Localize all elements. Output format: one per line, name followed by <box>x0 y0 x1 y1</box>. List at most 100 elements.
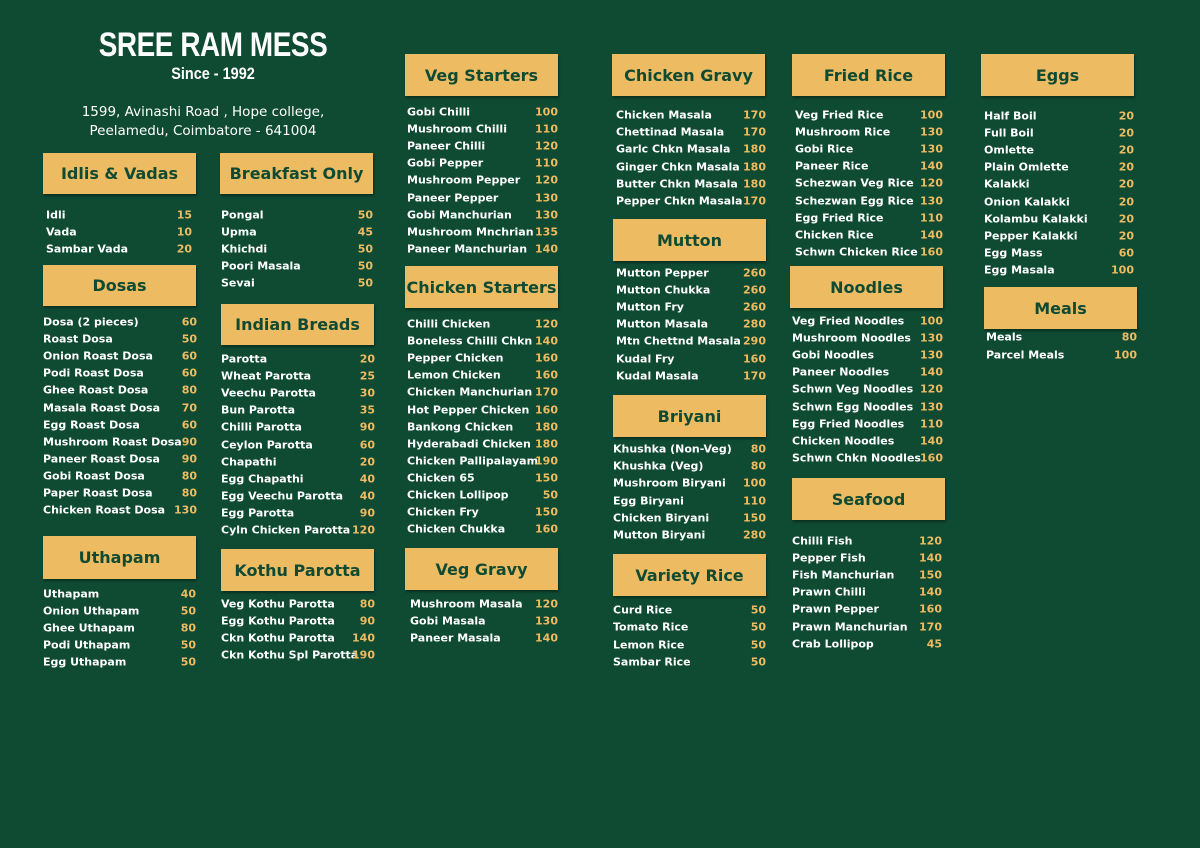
item-price: 280 <box>743 317 766 331</box>
item-price: 140 <box>352 631 375 645</box>
item-name: Khushka (Veg) <box>613 459 704 473</box>
item-price: 100 <box>743 476 766 490</box>
section-header: Dosas <box>43 265 196 306</box>
item-price: 140 <box>919 585 942 599</box>
item-name: Bun Parotta <box>221 403 295 417</box>
item-name: Ceylon Parotta <box>221 438 313 451</box>
item-price: 150 <box>535 505 558 519</box>
item-price: 110 <box>920 417 943 431</box>
item-price: 120 <box>352 523 375 537</box>
item-name: Poori Masala <box>221 259 301 273</box>
item-name: Paneer Chilli <box>407 139 486 153</box>
item-price: 150 <box>535 471 558 485</box>
item-name: Pongal <box>221 208 264 222</box>
section-header: Chicken Gravy <box>612 54 765 96</box>
item-name: Kolambu Kalakki <box>984 212 1088 226</box>
item-price: 190 <box>352 648 375 662</box>
item-name: Podi Uthapam <box>43 638 131 652</box>
item-name: Chicken Biryani <box>613 511 710 525</box>
item-price: 180 <box>743 160 766 174</box>
item-price: 120 <box>920 176 943 190</box>
section-header: Eggs <box>981 54 1134 96</box>
item-price: 120 <box>535 597 558 611</box>
item-price: 10 <box>176 225 192 239</box>
item-name: Chicken Pallipalayam <box>407 454 539 468</box>
item-name: Paneer Rice <box>795 159 869 173</box>
item-price: 50 <box>357 259 373 273</box>
item-name: Fish Manchurian <box>792 568 895 582</box>
item-name: Curd Rice <box>613 603 673 617</box>
restaurant-name: SREE RAM MESS <box>98 26 328 64</box>
item-name: Gobi Noodles <box>792 348 875 362</box>
item-price: 50 <box>180 604 196 618</box>
item-name: Vada <box>46 225 77 239</box>
item-price: 50 <box>750 620 766 634</box>
section-header: Mutton <box>613 219 766 261</box>
item-price: 50 <box>180 655 196 669</box>
item-name: Schezwan Veg Rice <box>795 176 914 190</box>
item-price: 50 <box>750 638 766 652</box>
item-price: 290 <box>743 334 766 348</box>
item-name: Chapathi <box>221 455 277 469</box>
item-price: 20 <box>1118 229 1134 243</box>
item-name: Paneer Roast Dosa <box>43 452 160 466</box>
item-name: Veg Fried Rice <box>795 108 884 122</box>
item-price: 50 <box>542 488 558 502</box>
item-price: 80 <box>181 469 197 483</box>
item-price: 170 <box>743 369 766 383</box>
item-name: Mutton Chukka <box>616 283 711 297</box>
item-price: 160 <box>535 351 558 365</box>
item-price: 90 <box>181 435 197 449</box>
item-name: Lemon Rice <box>613 638 685 652</box>
item-price: 135 <box>535 225 558 239</box>
item-name: Schwn Chkn Noodles <box>792 451 921 465</box>
section-header: Veg Gravy <box>405 548 558 590</box>
item-price: 50 <box>750 655 766 669</box>
item-price: 160 <box>920 245 943 259</box>
item-name: Schwn Chicken Rice <box>795 245 918 259</box>
item-name: Paneer Manchurian <box>407 242 528 256</box>
item-name: Chicken Fry <box>407 505 479 519</box>
item-name: Upma <box>221 225 257 239</box>
item-price: 60 <box>181 366 197 380</box>
item-price: 160 <box>919 602 942 616</box>
item-name: Pepper Chicken <box>407 351 504 365</box>
item-price: 110 <box>920 211 943 225</box>
item-price: 140 <box>535 631 558 645</box>
item-price: 100 <box>1114 348 1137 361</box>
item-price: 150 <box>919 568 942 582</box>
item-name: Wheat Parotta <box>221 369 312 383</box>
item-name: Mushroom Pepper <box>407 173 521 187</box>
item-price: 160 <box>535 403 558 416</box>
item-name: Ckn Kothu Spl Parotta <box>221 648 359 662</box>
item-name: Egg Chapathi <box>221 472 304 486</box>
item-name: Schezwan Egg Rice <box>795 194 914 207</box>
item-name: Ghee Uthapam <box>43 621 135 635</box>
item-name: Mushroom Noodles <box>792 331 911 345</box>
item-price: 280 <box>743 528 766 542</box>
item-name: Egg Fried Noodles <box>792 417 905 431</box>
section-header: Seafood <box>792 478 945 520</box>
item-name: Mushroom Biryani <box>613 476 726 490</box>
item-name: Mutton Pepper <box>616 266 709 280</box>
item-price: 100 <box>535 105 558 119</box>
item-price: 100 <box>920 314 943 328</box>
item-name: Mushroom Masala <box>410 597 523 611</box>
item-price: 170 <box>743 194 766 208</box>
section-header: Meals <box>984 287 1137 329</box>
item-price: 130 <box>920 400 943 413</box>
item-name: Omlette <box>984 143 1035 157</box>
item-name: Chicken Lollipop <box>407 488 509 502</box>
item-price: 170 <box>919 620 942 633</box>
item-name: Cyln Chicken Parotta <box>221 523 351 537</box>
item-name: Gobi Roast Dosa <box>43 469 145 483</box>
item-name: Mushroom Rice <box>795 125 891 139</box>
item-price: 120 <box>535 173 558 187</box>
item-name: Veechu Parotta <box>221 386 316 400</box>
item-price: 20 <box>1118 195 1134 208</box>
item-name: Egg Veechu Parotta <box>221 489 344 503</box>
item-name: Sambar Rice <box>613 655 691 669</box>
section-header: Breakfast Only <box>220 153 373 194</box>
item-price: 190 <box>535 454 558 468</box>
